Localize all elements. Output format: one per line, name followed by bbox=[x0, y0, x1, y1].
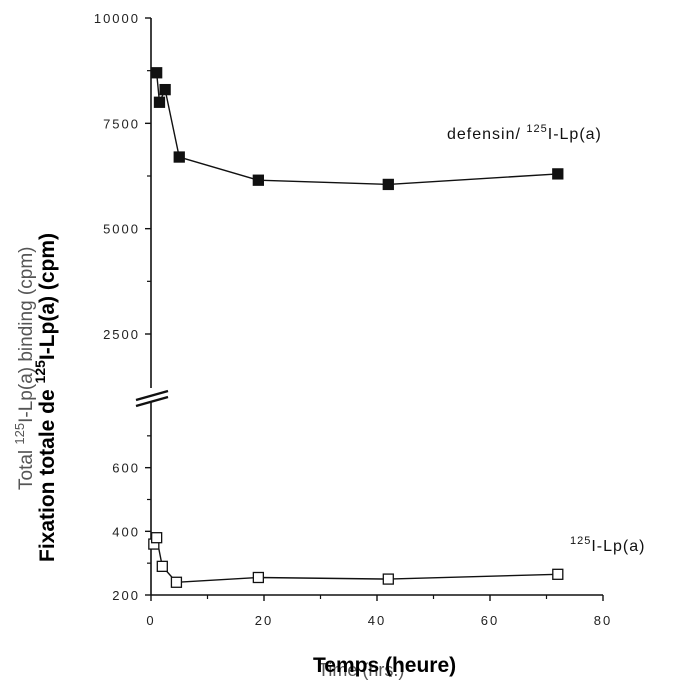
series-line-lpa bbox=[153, 535, 558, 583]
data-point-filled bbox=[173, 151, 185, 163]
data-point-open bbox=[170, 576, 183, 588]
series-lines bbox=[153, 72, 558, 583]
y-tick-label: 400 bbox=[112, 524, 140, 539]
data-point-open bbox=[156, 560, 168, 572]
data-point-filled bbox=[150, 67, 163, 79]
axis-break-marker bbox=[135, 388, 169, 408]
y-tick-label: 10000 bbox=[94, 11, 140, 26]
data-point-filled bbox=[552, 168, 564, 180]
data-point-filled bbox=[153, 96, 166, 108]
data-point-filled bbox=[252, 174, 265, 186]
axes bbox=[135, 18, 603, 596]
y-tick-label: 7500 bbox=[103, 116, 140, 131]
y-axis-title: Fixation totale de 125I-Lp(a) (cpm) bbox=[32, 233, 59, 562]
y-tick-label: 2500 bbox=[103, 327, 140, 342]
x-tick-label: 20 bbox=[255, 613, 273, 628]
x-tick-label: 80 bbox=[594, 613, 612, 628]
y-tick-label: 5000 bbox=[103, 222, 140, 237]
y-tick-label: 600 bbox=[112, 461, 140, 476]
markers bbox=[148, 67, 564, 588]
x-tick-label: 40 bbox=[368, 613, 386, 628]
data-point-open bbox=[150, 532, 163, 544]
x-tick-label: 0 bbox=[146, 613, 155, 628]
data-point-filled bbox=[159, 83, 171, 96]
tick-labels: 0 20 40 60 80 2500 5000 7500 10000 200 400 600 bbox=[94, 11, 612, 628]
data-point-open bbox=[382, 573, 394, 585]
x-tick-label: 60 bbox=[481, 613, 499, 628]
series-label-defensin: defensin/ 125I-Lp(a) bbox=[447, 123, 602, 143]
ticks bbox=[145, 17, 604, 601]
data-point-open bbox=[252, 571, 265, 584]
y-axis-title-original: Total 125I-Lp(a) binding (cpm) bbox=[12, 247, 37, 490]
x-axis-title-original: Time (hrs.) bbox=[318, 660, 404, 680]
data-point-filled bbox=[382, 178, 394, 191]
x-axis-title: Temps (heure) bbox=[313, 654, 456, 677]
data-point-open bbox=[552, 568, 564, 580]
series-label-lpa: 125I-Lp(a) bbox=[570, 535, 645, 555]
y-tick-label: 200 bbox=[112, 588, 140, 603]
